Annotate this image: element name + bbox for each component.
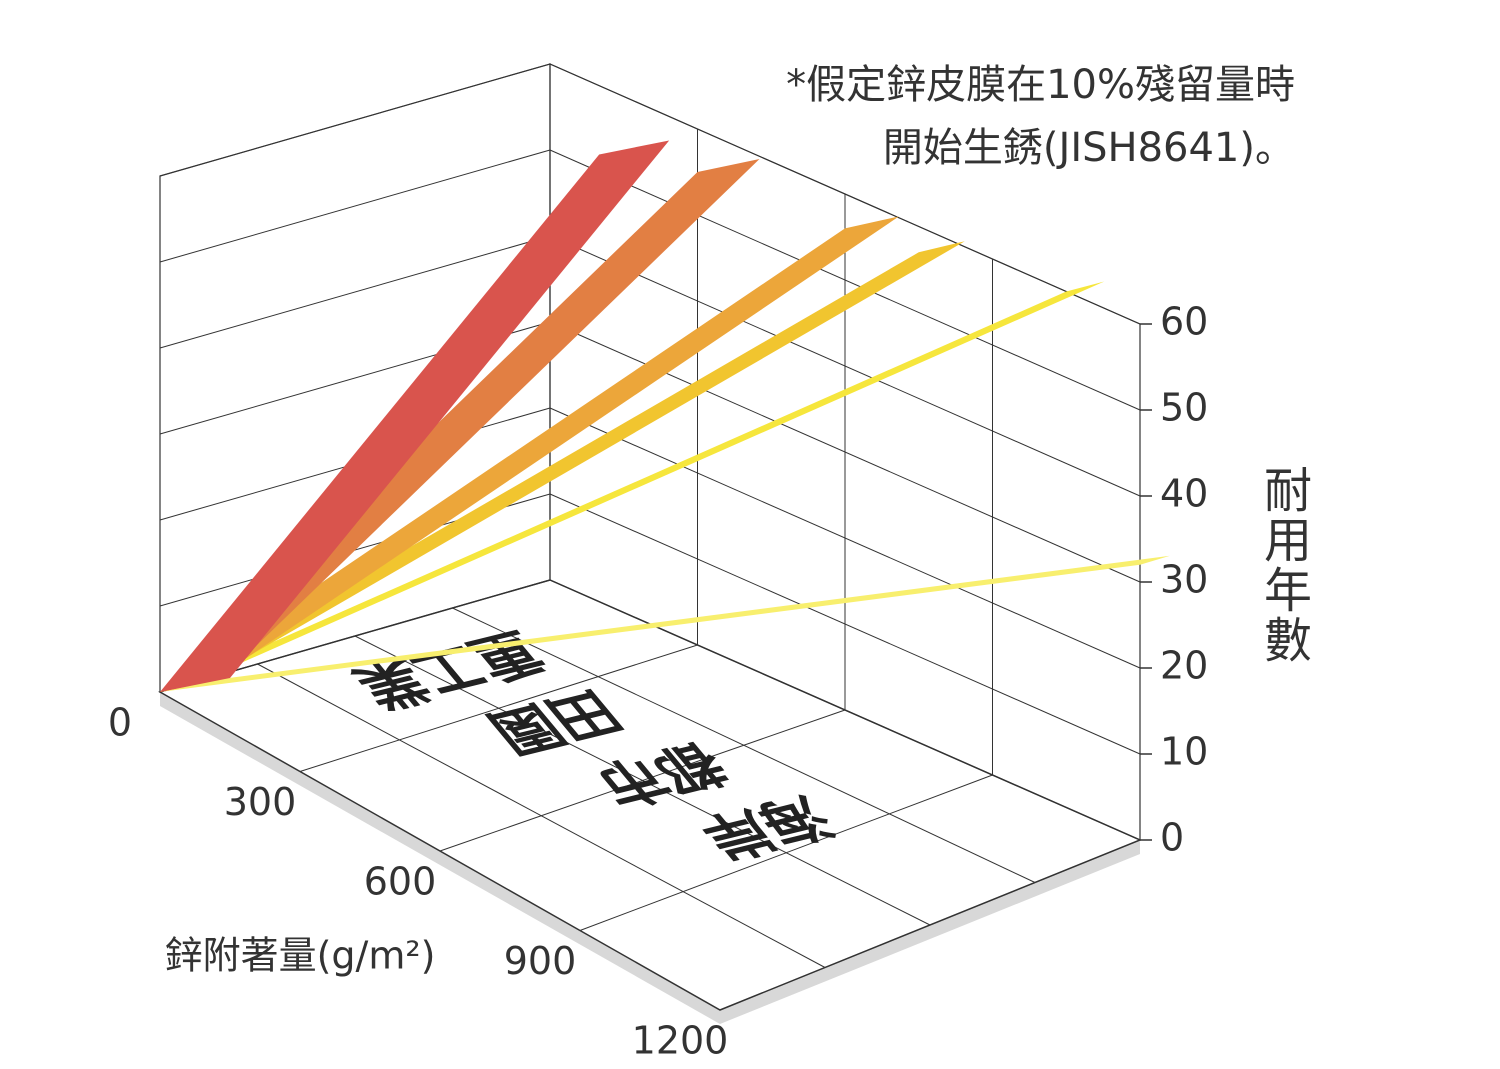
ribbon <box>160 281 1105 692</box>
x-tick-label: 0 <box>108 701 132 745</box>
y-tick-label: 10 <box>1160 730 1208 774</box>
x-tick-label: 1200 <box>632 1019 729 1063</box>
ribbon <box>160 555 1170 692</box>
y-axis-label: 耐用年數 <box>1255 465 1311 665</box>
floor-edge <box>160 692 1140 1024</box>
x-axis-label: 鋅附著量(g/m²) <box>165 934 436 978</box>
y-tick-label: 30 <box>1160 558 1208 602</box>
grid-line <box>579 774 993 931</box>
grid-line <box>159 63 551 177</box>
y-tick-label: 60 <box>1160 300 1208 344</box>
grid-line <box>549 63 1141 325</box>
x-tick-label: 600 <box>364 860 437 904</box>
grid-line <box>719 839 1141 1011</box>
x-tick-label: 300 <box>224 780 297 824</box>
note-line: *假定鋅皮膜在10%殘留量時 <box>786 62 1295 108</box>
grid-line <box>549 235 1141 497</box>
y-tick-label: 20 <box>1160 644 1208 688</box>
note-line: 開始生銹(JISH8641)。 <box>882 125 1295 171</box>
y-tick-label: 50 <box>1160 386 1208 430</box>
ribbon <box>160 216 899 692</box>
grid-line <box>159 235 551 349</box>
grid-line <box>299 644 698 772</box>
grid-line <box>549 149 1141 411</box>
grid-line <box>549 493 1141 755</box>
y-tick-label: 40 <box>1160 472 1208 516</box>
grid-line <box>549 579 1141 841</box>
y-tick-label: 0 <box>1160 816 1184 860</box>
x-tick-label: 900 <box>504 939 577 983</box>
ribbon <box>160 140 670 692</box>
grid-line <box>159 149 551 263</box>
grid-line <box>549 407 1141 669</box>
grid-line <box>439 709 846 852</box>
